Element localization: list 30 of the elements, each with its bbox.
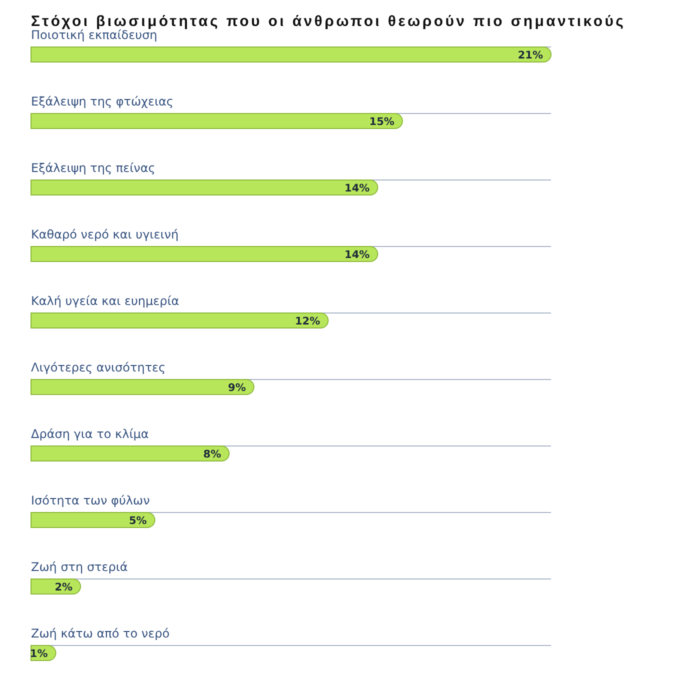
y-tick-label: Ζωή κάτω από το νερό: [31, 626, 170, 640]
y-tick-label: Ζωή στη στεριά: [31, 560, 128, 574]
data-label: 12%: [295, 316, 321, 328]
data-label: 14%: [344, 249, 370, 261]
data-label: 9%: [228, 382, 246, 394]
y-tick-label: Ποιοτική εκπαίδευση: [31, 28, 158, 42]
bar: [30, 578, 82, 594]
data-label: 2%: [54, 582, 73, 594]
bar: [30, 113, 403, 129]
data-label: 8%: [203, 448, 222, 460]
data-label: 21%: [518, 50, 544, 62]
y-tick-label: Καθαρό νερό και υγιεινή: [31, 228, 179, 242]
data-label: 14%: [344, 182, 370, 194]
bar: [30, 246, 378, 262]
bar: [30, 379, 254, 395]
y-tick-label: Εξάλειψη της πείνας: [31, 161, 156, 175]
bar: [30, 46, 552, 62]
bar: [30, 312, 329, 328]
data-label: 5%: [128, 515, 148, 527]
text: Στόχοι βιωσιμότητας που οι άνθρωποι θεωρούν πιο σημαντικούς: [31, 13, 626, 30]
y-tick-label: Ισότητα των φύλων: [31, 494, 150, 508]
bar: [30, 512, 156, 528]
bar: [30, 446, 230, 462]
y-tick-label: Καλή υγεία και ευημερία: [31, 294, 180, 308]
y-tick-label: Λιγότερες ανισότητες: [31, 360, 166, 374]
data-label: 15%: [369, 116, 395, 128]
y-tick-label: Εξάλειψη της φτώχειας: [31, 94, 174, 108]
bar: [30, 180, 378, 196]
data-label: 1%: [30, 648, 48, 660]
y-tick-label: Δράση για το κλίμα: [31, 427, 149, 441]
